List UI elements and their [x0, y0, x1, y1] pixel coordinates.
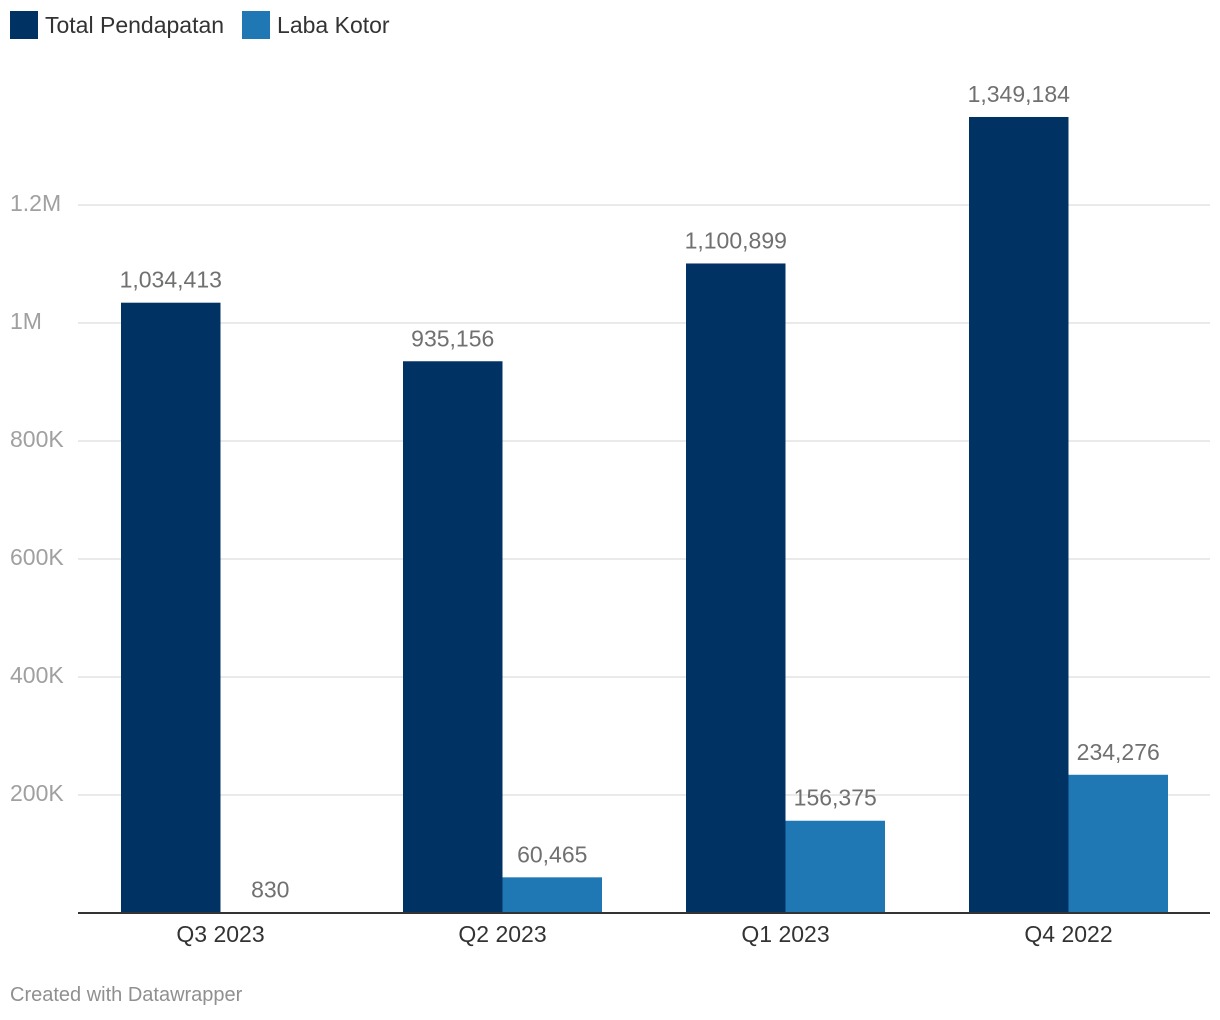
legend: Total Pendapatan Laba Kotor [10, 9, 408, 41]
bar [121, 302, 221, 914]
y-tick-label: 600K [10, 544, 64, 570]
bar [502, 877, 602, 913]
y-tick-label: 800K [10, 426, 64, 452]
data-label: 234,276 [1077, 739, 1160, 765]
footer-credit: Created with Datawrapper [10, 984, 243, 1006]
x-tick-label: Q4 2022 [1024, 921, 1112, 947]
legend-label-laba-kotor: Laba Kotor [277, 11, 390, 38]
data-label: 1,349,184 [968, 81, 1071, 107]
bar [1068, 774, 1168, 913]
data-label: 1,100,899 [685, 227, 787, 253]
bar-chart: 200K 400K 600K 800K 1M 1.2M 1,034,413 830 Q3 202… [10, 81, 1210, 947]
legend-item-total-pendapatan: Total Pendapatan [10, 11, 224, 39]
y-tick-label: 1M [10, 308, 42, 334]
data-label: 156,375 [794, 785, 877, 811]
y-tick-label: 1.2M [10, 190, 61, 216]
data-label: 935,156 [411, 325, 494, 351]
bar [969, 116, 1069, 913]
x-tick-label: Q3 2023 [176, 921, 264, 947]
legend-swatch-total-pendapatan [10, 11, 38, 39]
bar [403, 361, 503, 914]
legend-item-laba-kotor: Laba Kotor [242, 11, 390, 39]
bar [785, 820, 885, 913]
legend-swatch-laba-kotor [242, 11, 271, 39]
x-tick-label: Q2 2023 [458, 921, 546, 947]
y-tick-label: 400K [10, 662, 64, 688]
data-label: 1,034,413 [120, 267, 222, 293]
data-label: 60,465 [517, 841, 587, 867]
data-label: 830 [251, 877, 289, 903]
x-tick-label: Q1 2023 [741, 921, 829, 947]
bar [686, 263, 786, 913]
legend-label-total-pendapatan: Total Pendapatan [45, 11, 225, 38]
y-tick-label: 200K [10, 780, 64, 806]
